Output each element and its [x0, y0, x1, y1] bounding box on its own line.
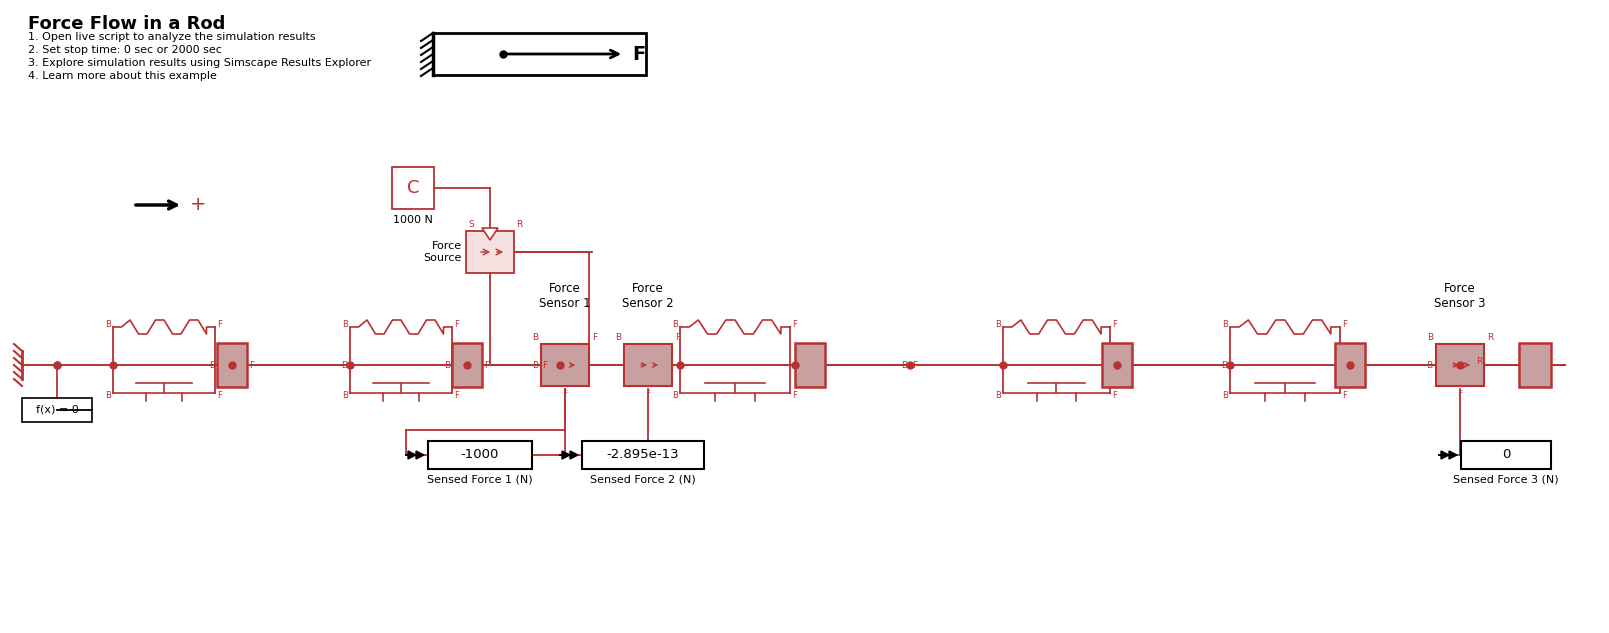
- Bar: [467, 231, 513, 273]
- Text: B: B: [901, 361, 907, 370]
- Polygon shape: [409, 451, 417, 459]
- Text: B: B: [105, 320, 111, 329]
- Text: B: B: [1426, 361, 1432, 370]
- Text: F: F: [249, 361, 254, 370]
- Polygon shape: [562, 451, 570, 459]
- Bar: [541, 344, 589, 386]
- Text: f: f: [563, 390, 566, 399]
- Text: B: B: [533, 333, 537, 342]
- Text: B: B: [209, 361, 216, 370]
- Text: -2.895e-13: -2.895e-13: [607, 449, 679, 461]
- Text: 3. Explore simulation results using Simscape Results Explorer: 3. Explore simulation results using Sims…: [27, 58, 372, 68]
- Bar: [23, 398, 92, 422]
- Text: B: B: [1223, 320, 1228, 329]
- Text: B: B: [1223, 391, 1228, 400]
- Text: -1000: -1000: [460, 449, 499, 461]
- Polygon shape: [483, 228, 499, 240]
- Bar: [1461, 441, 1551, 469]
- Bar: [1519, 343, 1551, 387]
- Text: Force Flow in a Rod: Force Flow in a Rod: [27, 15, 225, 33]
- Bar: [393, 167, 434, 209]
- Bar: [217, 343, 248, 387]
- Bar: [624, 344, 673, 386]
- Text: B: B: [673, 391, 677, 400]
- Text: C: C: [407, 179, 420, 197]
- Text: F: F: [1342, 320, 1347, 329]
- Text: F: F: [1112, 391, 1117, 400]
- Text: F: F: [1112, 320, 1117, 329]
- Bar: [795, 343, 825, 387]
- Polygon shape: [570, 451, 578, 459]
- Text: F: F: [217, 320, 222, 329]
- Text: B: B: [994, 320, 1001, 329]
- Text: f(x) = 0: f(x) = 0: [35, 405, 79, 415]
- Text: B: B: [673, 320, 677, 329]
- Text: Sensed Force 2 (N): Sensed Force 2 (N): [591, 474, 695, 484]
- Text: Force
Sensor 1: Force Sensor 1: [539, 282, 591, 310]
- Text: R: R: [516, 220, 523, 229]
- Bar: [428, 441, 533, 469]
- Text: F: F: [792, 391, 796, 400]
- Polygon shape: [417, 451, 425, 459]
- Bar: [1335, 343, 1364, 387]
- Text: F: F: [484, 361, 489, 370]
- Text: 2. Set stop time: 0 sec or 2000 sec: 2. Set stop time: 0 sec or 2000 sec: [27, 45, 222, 55]
- Text: F: F: [792, 320, 796, 329]
- Text: f: f: [1458, 390, 1461, 399]
- Text: B: B: [533, 361, 537, 370]
- Text: B: B: [615, 333, 621, 342]
- Text: F: F: [592, 333, 597, 342]
- Text: F: F: [454, 391, 459, 400]
- Text: R: R: [1487, 333, 1493, 342]
- Bar: [582, 441, 705, 469]
- Polygon shape: [1442, 451, 1450, 459]
- Text: R: R: [1475, 358, 1482, 367]
- Text: 4. Learn more about this example: 4. Learn more about this example: [27, 71, 217, 81]
- Bar: [1102, 343, 1133, 387]
- Text: F: F: [217, 391, 222, 400]
- Text: B: B: [1221, 361, 1228, 370]
- Polygon shape: [1450, 451, 1458, 459]
- Text: F: F: [912, 361, 917, 370]
- Text: F: F: [632, 44, 645, 63]
- Text: f: f: [647, 390, 650, 399]
- Text: F: F: [1342, 391, 1347, 400]
- Text: B: B: [341, 361, 348, 370]
- Text: 0: 0: [1501, 449, 1511, 461]
- Bar: [452, 343, 483, 387]
- Text: B: B: [343, 320, 348, 329]
- Text: S: S: [468, 220, 473, 229]
- Text: Force
Sensor 2: Force Sensor 2: [623, 282, 674, 310]
- Text: F: F: [542, 361, 547, 370]
- Text: 1. Open live script to analyze the simulation results: 1. Open live script to analyze the simul…: [27, 32, 315, 42]
- Bar: [1435, 344, 1483, 386]
- Text: B: B: [343, 391, 348, 400]
- Text: B: B: [994, 391, 1001, 400]
- Text: Sensed Force 1 (N): Sensed Force 1 (N): [426, 474, 533, 484]
- Text: 1000 N: 1000 N: [393, 215, 433, 225]
- Text: Force
Sensor 3: Force Sensor 3: [1434, 282, 1485, 310]
- Text: B: B: [105, 391, 111, 400]
- Text: B: B: [1427, 333, 1434, 342]
- Text: B: B: [444, 361, 451, 370]
- Text: F: F: [454, 320, 459, 329]
- Text: Sensed Force 3 (N): Sensed Force 3 (N): [1453, 474, 1559, 484]
- Text: +: +: [190, 196, 206, 215]
- Bar: [433, 33, 645, 75]
- Text: Force
Source: Force Source: [423, 241, 462, 263]
- Text: F: F: [676, 333, 681, 342]
